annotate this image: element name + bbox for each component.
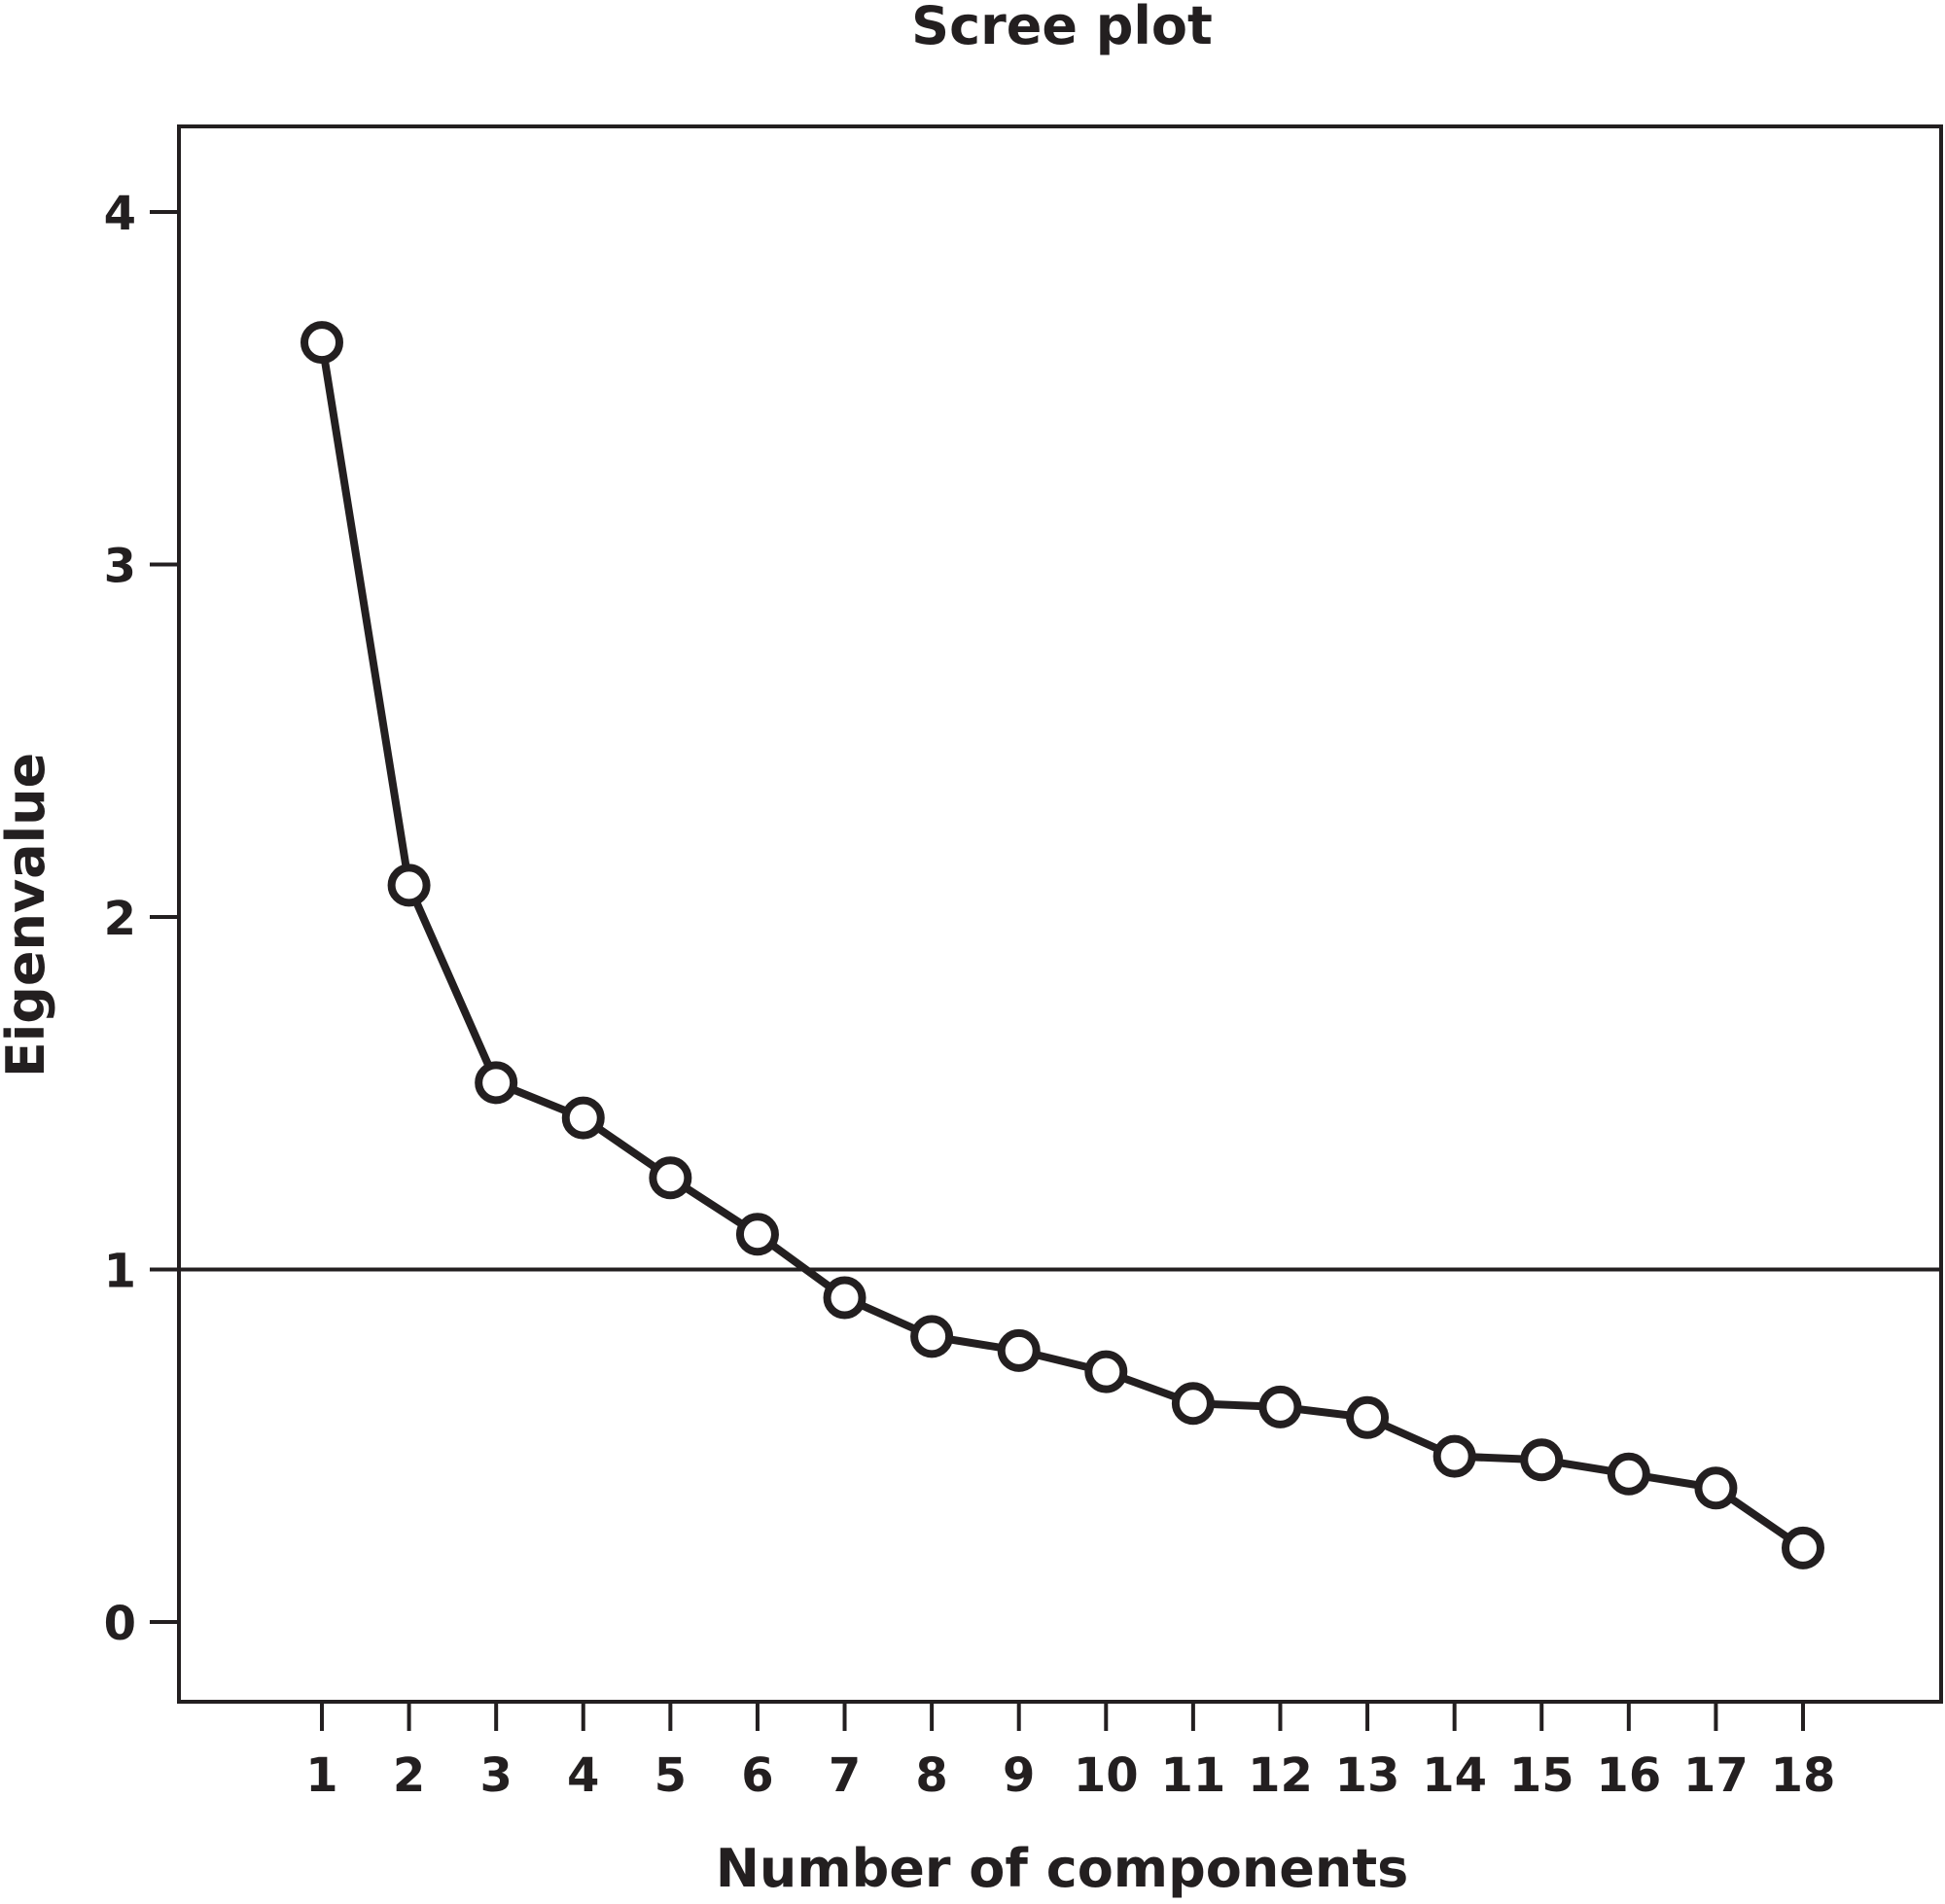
x-tick-label: 8 bbox=[915, 1748, 947, 1803]
x-tick-label: 15 bbox=[1509, 1748, 1574, 1803]
x-tick-label: 14 bbox=[1422, 1748, 1487, 1803]
y-tick-label: 2 bbox=[104, 892, 136, 946]
x-tick-label: 18 bbox=[1771, 1748, 1836, 1803]
x-tick-label: 13 bbox=[1335, 1748, 1400, 1803]
x-tick-label: 6 bbox=[741, 1748, 773, 1803]
y-tick-label: 1 bbox=[104, 1245, 136, 1299]
x-tick-label: 9 bbox=[1003, 1748, 1035, 1803]
data-point bbox=[387, 864, 431, 907]
data-point bbox=[1782, 1526, 1824, 1569]
data-point bbox=[997, 1328, 1041, 1372]
plot-layer bbox=[179, 321, 1941, 1569]
plot-area-frame bbox=[177, 124, 1943, 1704]
x-axis-label: Number of components bbox=[716, 1838, 1409, 1899]
series-line bbox=[318, 338, 1807, 1552]
data-point bbox=[823, 1276, 866, 1320]
chart-title: Scree plot bbox=[911, 0, 1213, 56]
x-tick-label: 2 bbox=[393, 1748, 425, 1803]
data-point bbox=[910, 1315, 954, 1358]
data-point bbox=[1694, 1466, 1738, 1510]
x-tick-label: 11 bbox=[1160, 1748, 1225, 1803]
x-tick-label: 1 bbox=[305, 1748, 337, 1803]
x-tick-label: 5 bbox=[654, 1748, 687, 1803]
data-point bbox=[1258, 1385, 1302, 1428]
y-tick-label: 0 bbox=[104, 1597, 136, 1651]
data-point bbox=[1171, 1382, 1215, 1426]
data-point bbox=[1346, 1395, 1390, 1439]
x-tick-label: 12 bbox=[1248, 1748, 1313, 1803]
data-point bbox=[1607, 1452, 1650, 1496]
y-tick-label: 3 bbox=[104, 540, 136, 594]
x-tick-label: 16 bbox=[1596, 1748, 1661, 1803]
data-point bbox=[1084, 1350, 1128, 1393]
x-tick-label: 4 bbox=[567, 1748, 599, 1803]
data-point bbox=[649, 1156, 692, 1200]
data-point bbox=[1520, 1438, 1564, 1482]
data-point bbox=[1432, 1434, 1476, 1478]
x-tick-label: 7 bbox=[829, 1748, 861, 1803]
data-point bbox=[735, 1213, 779, 1256]
y-axis: 0 1 2 3 4 bbox=[104, 187, 179, 1651]
data-point bbox=[475, 1061, 518, 1105]
x-axis: 1 2 3 4 5 6 7 8 9 10 11 12 13 14 15 16 17 18 bbox=[305, 1702, 1835, 1803]
x-tick-label: 17 bbox=[1683, 1748, 1749, 1803]
x-tick-label: 10 bbox=[1074, 1748, 1139, 1803]
data-point bbox=[561, 1096, 605, 1140]
data-point bbox=[301, 321, 343, 365]
y-axis-label: Eigenvalue bbox=[0, 753, 56, 1077]
x-tick-label: 3 bbox=[479, 1748, 512, 1803]
y-tick-label: 4 bbox=[104, 187, 136, 241]
